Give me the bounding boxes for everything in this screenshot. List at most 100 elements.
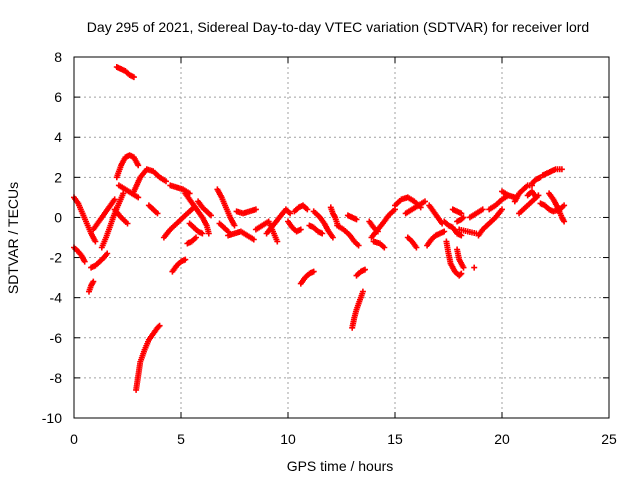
series-arc-47 [454, 246, 467, 271]
x-axis-label: GPS time / hours [287, 458, 394, 474]
data-point [92, 238, 99, 245]
data-point [413, 244, 420, 251]
series-arc-22 [216, 220, 232, 235]
data-point [231, 222, 238, 229]
series-arc-34 [344, 212, 360, 223]
series-arc-01 [71, 194, 99, 245]
series-arc-46 [443, 238, 465, 279]
x-tick-label: 20 [494, 431, 510, 447]
series-arc-43 [424, 228, 448, 249]
series-arc-36 [353, 266, 368, 279]
data-point [111, 196, 118, 203]
series-arc-30 [306, 222, 326, 237]
data-point [460, 214, 467, 221]
data-point [459, 215, 466, 222]
data-point [310, 268, 317, 275]
data-point [163, 178, 169, 185]
series-arc-61 [546, 190, 568, 225]
y-tick-label: -6 [50, 330, 63, 346]
series-arc-07 [111, 206, 131, 227]
series-arc-49 [449, 206, 465, 217]
data-point [252, 206, 259, 213]
series-arc-10 [113, 64, 137, 81]
series-arc-02 [71, 244, 88, 265]
x-tick-label: 10 [280, 431, 296, 447]
x-tick-label: 0 [70, 431, 78, 447]
data-point [457, 271, 464, 278]
data-point [374, 228, 381, 235]
series-arc-13 [145, 202, 161, 217]
data-point [135, 162, 142, 169]
y-tick-label: 4 [54, 129, 62, 145]
series-arc-31 [310, 208, 336, 241]
data-point [381, 244, 388, 251]
series-arc-42 [404, 234, 420, 251]
data-points [71, 64, 568, 393]
data-point [156, 322, 163, 329]
y-tick-label: -4 [50, 290, 63, 306]
data-point [193, 234, 199, 241]
data-point [355, 242, 362, 249]
series-arc-53 [475, 206, 505, 239]
series-arc-26 [263, 206, 294, 237]
data-point [250, 236, 257, 243]
data-point [558, 166, 565, 173]
data-point [458, 270, 465, 277]
series-arc-05 [90, 196, 118, 233]
x-tick-label: 5 [177, 431, 185, 447]
y-tick-label: -10 [42, 410, 62, 426]
x-tick-label: 15 [387, 431, 403, 447]
series-arc-11 [130, 166, 169, 195]
data-point [154, 210, 161, 217]
y-tick-label: 2 [54, 169, 62, 185]
data-point [362, 266, 368, 273]
data-point [458, 232, 465, 239]
data-point [471, 264, 478, 271]
data-point [182, 256, 189, 263]
grid-lines [74, 57, 609, 418]
series-arc-27 [285, 218, 304, 235]
series-arc-24 [233, 206, 259, 217]
series-arc-58 [529, 174, 544, 187]
data-point [329, 234, 336, 241]
series-arc-08 [113, 152, 142, 181]
data-point [479, 206, 486, 213]
series-arc-12 [133, 322, 163, 393]
data-point [533, 194, 540, 201]
data-point [319, 230, 326, 237]
series-arc-28 [291, 202, 311, 215]
series-arc-33 [334, 222, 362, 249]
data-point [304, 206, 311, 213]
data-point [460, 264, 467, 271]
chart-title: Day 295 of 2021, Sidereal Day-to-day VTE… [87, 19, 589, 35]
data-point [155, 323, 162, 330]
series-arc-20 [184, 234, 199, 247]
series-arc-17 [182, 190, 212, 237]
data-point [458, 210, 465, 217]
data-point [359, 288, 366, 295]
data-point [422, 198, 428, 205]
series-arc-32 [327, 204, 341, 227]
series-arc-16 [169, 256, 189, 275]
data-point [130, 74, 137, 81]
y-axis-label: SDTVAR / TECUs [5, 182, 21, 294]
data-point [499, 206, 505, 213]
series-arc-45 [441, 218, 465, 239]
y-tick-label: -2 [50, 250, 63, 266]
series-arc-19 [195, 198, 214, 219]
data-point [561, 218, 568, 225]
series-arc-62 [524, 188, 540, 201]
data-point [124, 220, 131, 227]
data-point [104, 250, 111, 257]
data-point [353, 216, 360, 223]
data-point [81, 258, 88, 265]
series-arc-23 [225, 228, 257, 243]
series-arc-35 [349, 288, 366, 331]
series-arc-48 [454, 214, 467, 225]
x-tick-label: 25 [601, 431, 617, 447]
series-arc-29 [297, 268, 317, 287]
plot-frame [73, 56, 610, 419]
data-point [135, 194, 142, 201]
data-point [441, 228, 448, 235]
data-point [205, 230, 212, 237]
